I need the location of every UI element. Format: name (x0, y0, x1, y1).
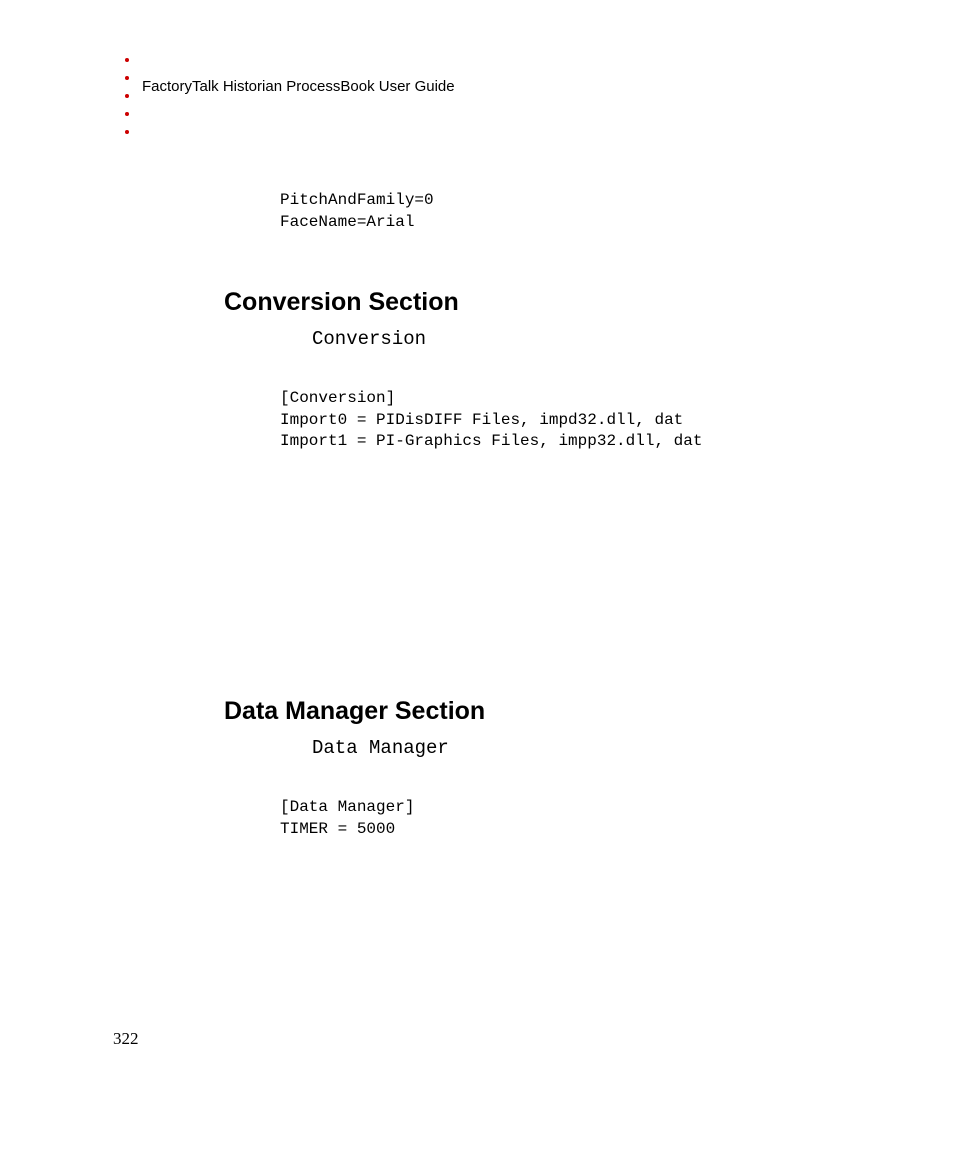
header-bullet-dots (125, 58, 129, 134)
bullet-dot (125, 130, 129, 134)
bullet-dot (125, 112, 129, 116)
section-subtitle-data-manager: Data Manager (312, 737, 449, 759)
code-block-conversion: [Conversion] Import0 = PIDisDIFF Files, … (280, 388, 702, 453)
bullet-dot (125, 76, 129, 80)
section-heading-data-manager: Data Manager Section (224, 697, 485, 726)
section-heading-conversion: Conversion Section (224, 288, 459, 317)
code-block-data-manager: [Data Manager] TIMER = 5000 (280, 797, 414, 840)
code-block-font-settings: PitchAndFamily=0 FaceName=Arial (280, 190, 434, 233)
bullet-dot (125, 94, 129, 98)
section-subtitle-conversion: Conversion (312, 328, 426, 350)
document-header-title: FactoryTalk Historian ProcessBook User G… (142, 78, 455, 95)
bullet-dot (125, 58, 129, 62)
page-number: 322 (113, 1029, 139, 1049)
